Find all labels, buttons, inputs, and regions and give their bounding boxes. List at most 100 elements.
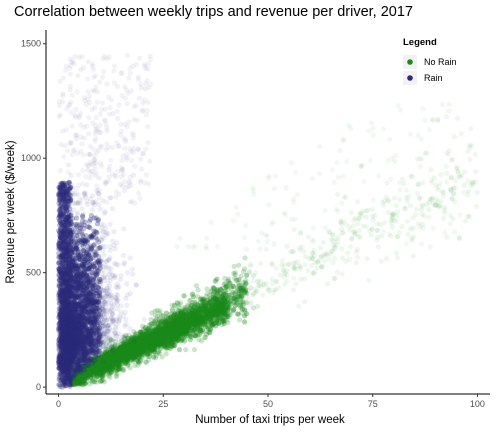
data-point-no-rain	[70, 380, 76, 386]
data-point-no-rain	[226, 280, 232, 286]
data-point-no-rain	[127, 365, 133, 371]
data-point-no-rain	[143, 338, 149, 344]
data-point-no-rain	[143, 333, 149, 339]
data-point-no-rain	[135, 342, 141, 348]
data-point-no-rain	[183, 317, 189, 323]
data-point-no-rain	[192, 333, 198, 339]
data-point-no-rain	[123, 348, 129, 354]
data-point-no-rain	[343, 258, 349, 264]
data-point-no-rain	[232, 291, 238, 297]
data-point-no-rain	[236, 262, 242, 268]
data-point-no-rain	[179, 324, 185, 330]
data-point-no-rain	[273, 265, 279, 271]
data-point-no-rain	[123, 340, 129, 346]
data-point-no-rain	[454, 115, 460, 121]
data-point-no-rain	[419, 207, 425, 213]
data-point-no-rain	[100, 367, 106, 373]
data-point-no-rain	[175, 335, 181, 341]
data-point-no-rain	[226, 293, 232, 299]
data-point-no-rain	[291, 227, 297, 233]
data-point-no-rain	[193, 314, 199, 320]
data-point-no-rain	[370, 217, 376, 223]
data-point-no-rain	[280, 267, 286, 273]
data-point-no-rain	[144, 335, 150, 341]
data-point-no-rain	[140, 328, 146, 334]
data-point-no-rain	[166, 326, 172, 332]
data-point-no-rain	[281, 262, 287, 268]
data-point-no-rain	[177, 317, 183, 323]
data-point-no-rain	[394, 255, 400, 261]
data-point-no-rain	[143, 328, 149, 334]
data-point-no-rain	[170, 331, 176, 338]
data-point-no-rain	[97, 369, 103, 375]
data-point-no-rain	[175, 320, 181, 326]
data-point-no-rain	[192, 319, 198, 325]
data-point-no-rain	[201, 309, 207, 315]
data-point-no-rain	[100, 368, 107, 374]
data-point-no-rain	[385, 197, 391, 203]
data-point-no-rain	[100, 355, 106, 361]
data-point-no-rain	[168, 314, 174, 320]
data-point-no-rain	[123, 353, 129, 359]
data-point-no-rain	[178, 336, 185, 342]
data-point-no-rain	[339, 255, 346, 261]
data-point-no-rain	[105, 353, 111, 359]
data-point-no-rain	[420, 180, 426, 186]
data-point-no-rain	[211, 286, 217, 292]
data-point-no-rain	[310, 255, 316, 261]
data-point-no-rain	[449, 196, 455, 202]
data-point-no-rain	[129, 350, 136, 356]
data-point-no-rain	[238, 302, 244, 308]
data-point-no-rain	[389, 224, 396, 230]
data-point-no-rain	[114, 359, 120, 365]
data-point-no-rain	[74, 377, 80, 383]
data-point-no-rain	[180, 321, 186, 327]
data-point-no-rain	[144, 341, 150, 347]
data-point-no-rain	[148, 332, 154, 338]
data-point-no-rain	[164, 340, 170, 346]
data-point-no-rain	[250, 278, 256, 284]
data-point-no-rain	[127, 351, 133, 357]
data-point-no-rain	[100, 363, 106, 369]
data-point-no-rain	[185, 327, 191, 334]
data-point-no-rain	[179, 317, 185, 323]
data-point-no-rain	[90, 368, 96, 374]
data-point-no-rain	[114, 354, 120, 360]
data-point-no-rain	[248, 285, 254, 291]
data-point-no-rain	[196, 312, 202, 318]
data-point-no-rain	[98, 362, 104, 368]
data-point-no-rain	[236, 283, 242, 289]
data-point-no-rain	[466, 213, 472, 219]
data-point-no-rain	[218, 306, 224, 312]
data-point-no-rain	[135, 348, 141, 354]
data-point-no-rain	[235, 311, 241, 317]
data-point-no-rain	[305, 268, 311, 274]
data-point-no-rain	[284, 278, 290, 284]
data-point-no-rain	[428, 166, 434, 173]
data-point-no-rain	[133, 331, 139, 337]
data-point-no-rain	[125, 348, 131, 354]
data-point-no-rain	[290, 287, 297, 293]
data-point-no-rain	[143, 341, 149, 347]
data-point-no-rain	[242, 319, 248, 325]
data-point-no-rain	[123, 351, 130, 357]
data-point-no-rain	[144, 327, 150, 333]
data-point-no-rain	[424, 150, 430, 156]
data-point-no-rain	[163, 328, 169, 334]
data-point-no-rain	[140, 346, 146, 352]
data-point-no-rain	[132, 340, 138, 347]
data-point-no-rain	[99, 378, 105, 384]
series-no-rain	[68, 101, 480, 388]
data-point-no-rain	[163, 329, 169, 335]
data-point-no-rain	[73, 367, 80, 373]
data-point-no-rain	[176, 347, 183, 353]
data-point-no-rain	[348, 210, 354, 216]
data-point-no-rain	[302, 253, 308, 260]
data-point-no-rain	[101, 355, 107, 361]
data-point-no-rain	[68, 381, 75, 387]
data-point-no-rain	[80, 360, 86, 366]
data-point-no-rain	[263, 246, 269, 252]
data-point-no-rain	[408, 203, 414, 209]
data-point-no-rain	[131, 352, 137, 358]
